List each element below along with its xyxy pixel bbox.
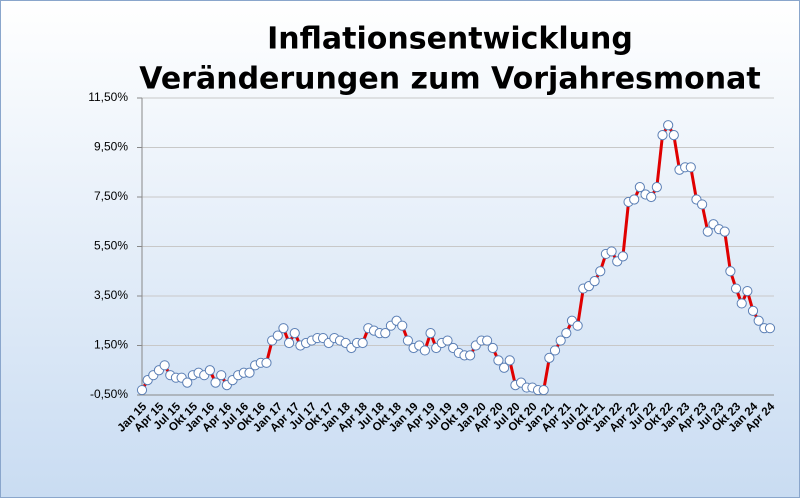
data-point (283, 337, 295, 349)
data-point (555, 335, 566, 346)
data-point (651, 182, 662, 193)
data-point (261, 357, 272, 368)
y-tick-label: 5,50% (94, 239, 128, 253)
data-point (159, 360, 170, 371)
data-point (289, 328, 300, 339)
data-point (482, 335, 493, 346)
data-point (402, 335, 414, 346)
chart-title: Inflationsentwicklung (267, 22, 633, 57)
data-point (730, 283, 742, 294)
data-point (182, 377, 193, 388)
data-point (442, 335, 453, 346)
data-point (764, 323, 776, 334)
data-point (685, 162, 696, 173)
data-point (753, 315, 764, 326)
data-point (244, 367, 255, 378)
data-point (397, 320, 408, 331)
data-point (663, 120, 674, 131)
data-point (634, 182, 645, 193)
y-tick-label: 11,50% (88, 90, 128, 104)
data-point (657, 130, 668, 141)
chart-subtitle: Veränderungen zum Vorjahresmonat (139, 62, 760, 97)
data-point (493, 355, 504, 366)
data-point (136, 384, 148, 396)
y-tick-label: -0,50% (90, 387, 128, 401)
data-point (216, 370, 227, 381)
data-point (380, 328, 391, 339)
data-point (747, 305, 759, 316)
data-point (606, 246, 617, 257)
data-point (419, 345, 430, 356)
data-point (719, 226, 730, 237)
data-point (697, 199, 708, 210)
data-point (629, 194, 640, 205)
data-point (504, 355, 515, 366)
data-point (538, 384, 549, 396)
data-point (702, 226, 713, 237)
y-tick-label: 3,50% (94, 288, 128, 302)
data-point (736, 298, 747, 309)
data-point (465, 350, 476, 361)
data-point (549, 345, 561, 356)
data-point (646, 191, 657, 203)
data-point (589, 276, 600, 287)
data-point (425, 328, 436, 339)
data-point (561, 328, 572, 339)
data-point (487, 342, 498, 354)
data-point (742, 285, 753, 297)
data-point (544, 352, 555, 363)
y-tick-label: 1,50% (94, 338, 128, 352)
data-point (278, 323, 289, 334)
data-point (210, 377, 221, 388)
data-point (617, 251, 629, 262)
data-point (595, 266, 606, 277)
data-point (572, 320, 583, 331)
data-point (498, 362, 510, 373)
data-point (272, 330, 283, 341)
data-point (204, 365, 215, 376)
data-point (668, 130, 679, 141)
data-point (725, 266, 736, 277)
y-tick-label: 7,50% (94, 189, 128, 203)
y-tick-label: 9,50% (94, 140, 128, 154)
data-point (357, 337, 368, 349)
